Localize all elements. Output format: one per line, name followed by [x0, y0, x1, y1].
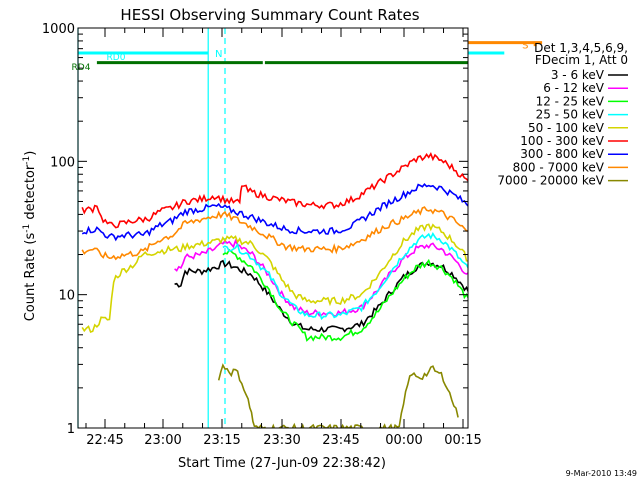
status-marker-s: S: [522, 41, 528, 52]
legend-label-5: 50 - 100 keV: [528, 121, 605, 135]
x-tick-label: 23:00: [144, 433, 181, 448]
x-tick-label: 22:45: [86, 433, 123, 448]
y-tick-label: 1000: [42, 22, 75, 37]
y-tick-label: 1: [67, 422, 75, 437]
legend-label-1: 3 - 6 keV: [551, 68, 605, 82]
x-tick-label: 00:15: [444, 433, 481, 448]
legend-header-line-2: FDecim 1, Att 0: [535, 53, 628, 67]
status-label-rd0: RD0: [107, 53, 126, 63]
plot-frame: [77, 27, 469, 429]
footer-timestamp: 9-Mar-2010 13:49: [566, 469, 637, 478]
legend-label-8: 800 - 7000 keV: [513, 160, 605, 174]
legend: Det 1,3,4,5,6,9, FDecim 1, Att 0 3 - 6 k…: [497, 41, 628, 188]
series-line-7: [81, 183, 468, 242]
y-tick-label: 100: [50, 155, 75, 170]
series-line-8: [81, 206, 468, 261]
legend-label-3: 12 - 25 keV: [536, 94, 605, 108]
legend-label-9: 7000 - 20000 keV: [497, 174, 604, 188]
series-line-6: [81, 151, 468, 229]
status-marker-n: N: [215, 49, 222, 60]
legend-header-line-1: Det 1,3,4,5,6,9,: [534, 41, 628, 55]
legend-label-2: 6 - 12 keV: [543, 81, 605, 95]
y-tick-label: 10: [58, 289, 75, 304]
legend-label-7: 300 - 800 keV: [520, 147, 604, 161]
y-axis-label: Count Rate (s-1 detector-1): [22, 151, 38, 322]
series-line-4: [222, 232, 468, 321]
x-tick-label: 23:30: [263, 433, 300, 448]
axis-ticks: 1 10 100 1000 22:45 23:00 23:15 23:30 23:45 00:00…: [42, 22, 482, 448]
series-line-5: [81, 223, 468, 334]
series-line-3: [222, 248, 468, 342]
legend-label-6: 100 - 300 keV: [520, 134, 604, 148]
x-tick-label: 00:00: [385, 433, 422, 448]
series-line-1: [174, 259, 468, 333]
x-tick-label: 23:45: [322, 433, 359, 448]
x-axis-label: Start Time (27-Jun-09 22:38:42): [178, 456, 386, 471]
chart-title: HESSI Observing Summary Count Rates: [120, 6, 419, 24]
x-tick-label: 23:15: [203, 433, 240, 448]
legend-label-4: 25 - 50 keV: [536, 108, 605, 122]
